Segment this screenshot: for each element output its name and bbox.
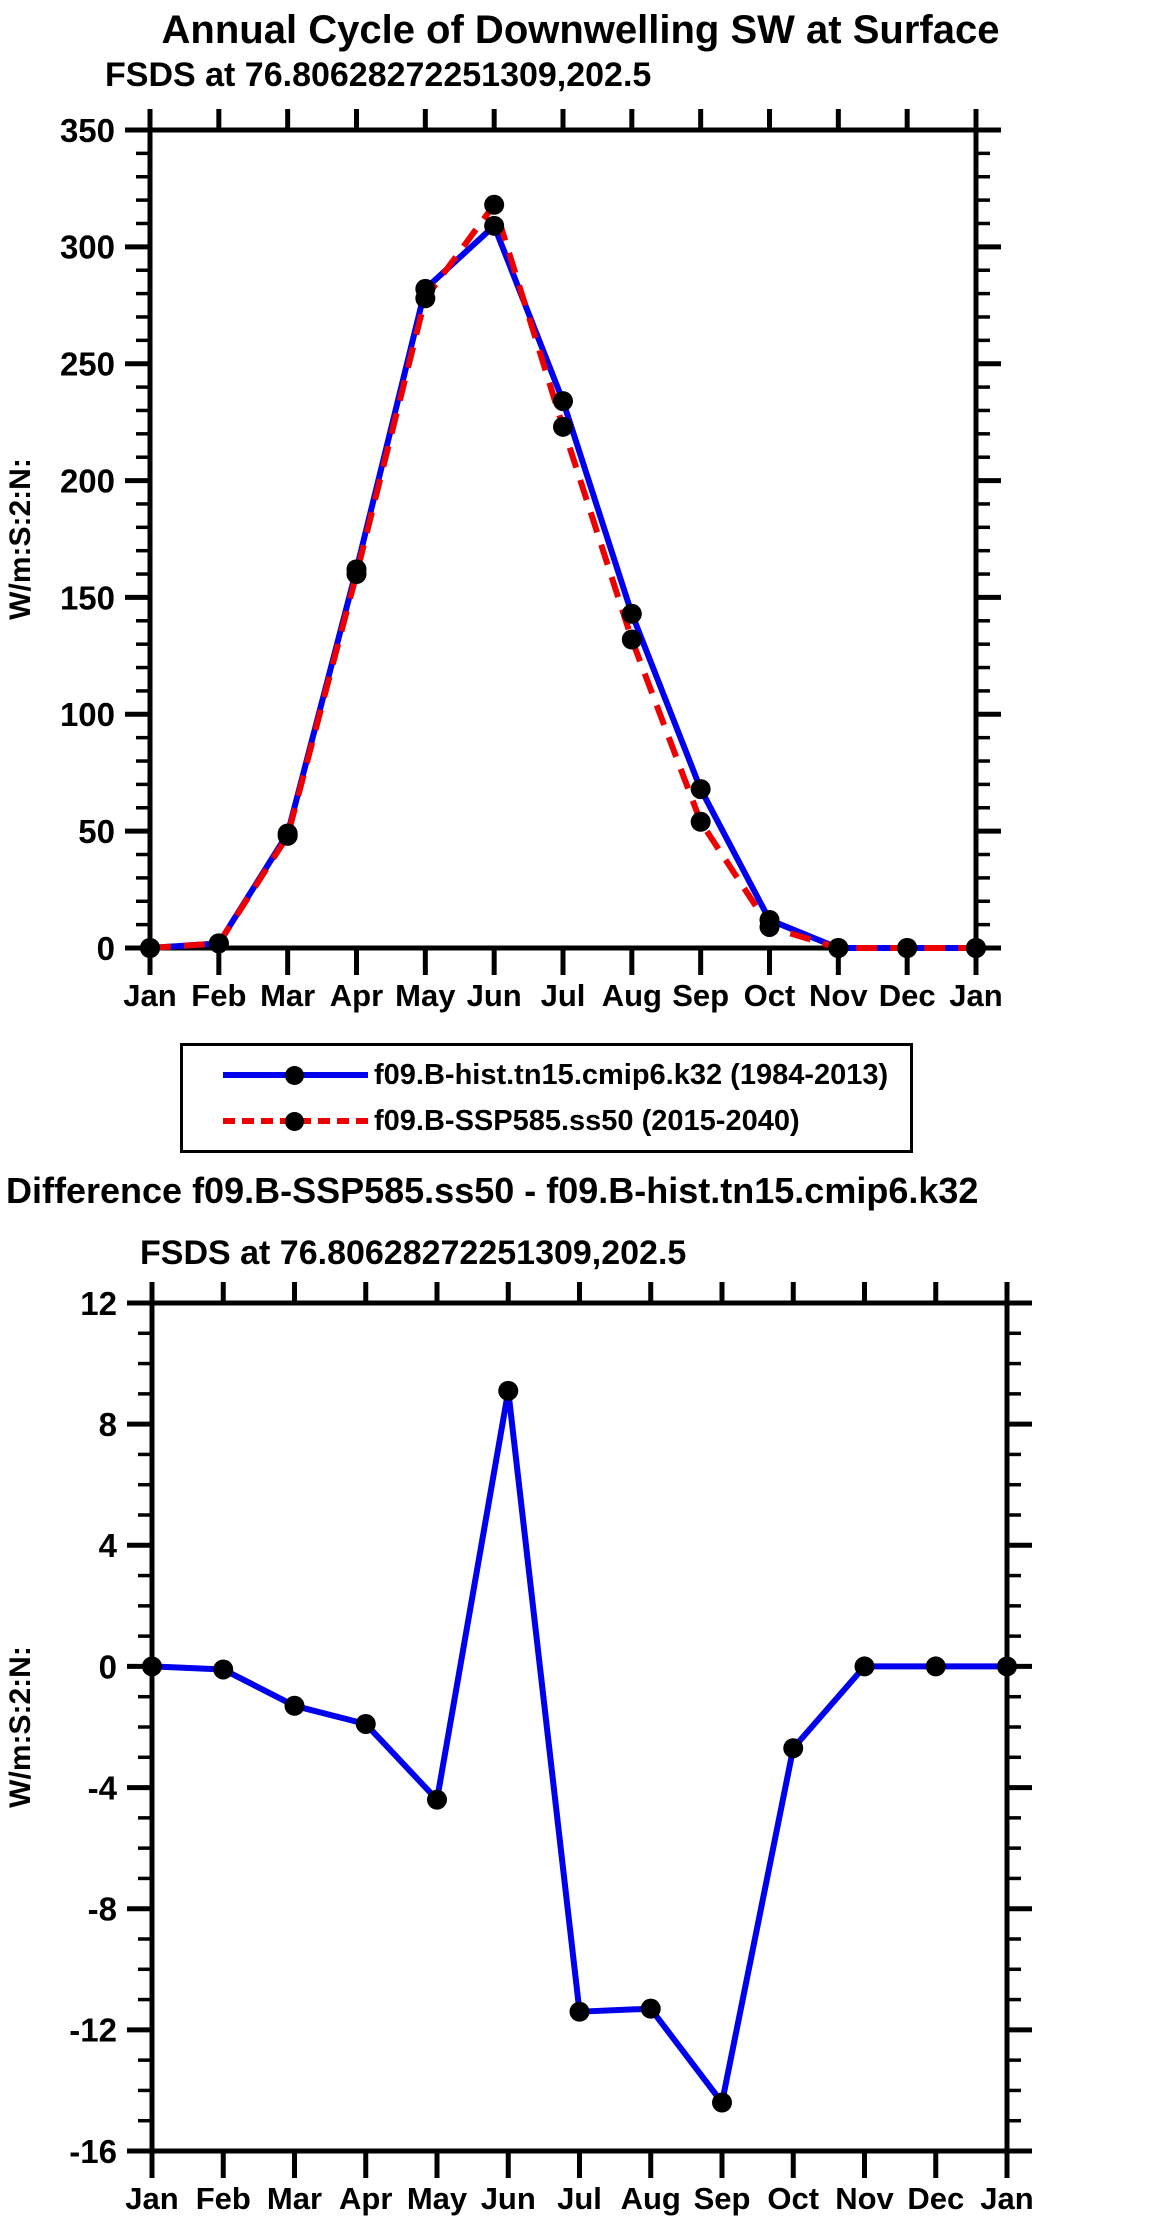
x-tick-label: Jul <box>541 978 586 1013</box>
x-tick-label: Jun <box>481 2181 536 2216</box>
x-tick-label: Jan <box>980 2181 1033 2216</box>
data-point-marker <box>355 1713 376 1734</box>
data-point-marker <box>142 1656 162 1677</box>
x-tick-label: Jul <box>557 2181 602 2216</box>
y-tick-label: 0 <box>97 930 115 967</box>
data-point-marker <box>277 825 298 846</box>
legend-sample-hist <box>223 1065 368 1085</box>
y-tick-label: 50 <box>78 813 115 850</box>
y-tick-label: -12 <box>69 2012 117 2049</box>
x-tick-label: May <box>395 978 456 1013</box>
data-point-marker <box>640 1998 661 2019</box>
x-tick-label: Dec <box>907 2181 964 2216</box>
y-axis-title: W/m:S:2:N: <box>4 458 37 620</box>
chart2-title: Difference f09.B-SSP585.ss50 - f09.B-his… <box>6 1170 979 1211</box>
data-point-marker <box>484 215 505 236</box>
x-tick-label: Sep <box>672 978 729 1013</box>
data-point-marker <box>553 391 573 412</box>
data-point-marker <box>897 938 918 958</box>
data-point-marker <box>621 629 642 650</box>
data-point-marker <box>284 1695 305 1716</box>
x-tick-label: Mar <box>267 2181 322 2216</box>
x-tick-label: Apr <box>330 978 383 1013</box>
y-tick-label: 12 <box>80 1285 117 1322</box>
legend-label-hist: f09.B-hist.tn15.cmip6.k32 (1984-2013) <box>374 1058 889 1091</box>
y-tick-label: -16 <box>69 2133 117 2170</box>
legend-label-ssp: f09.B-SSP585.ss50 (2015-2040) <box>374 1104 800 1137</box>
data-point-marker <box>783 1738 804 1759</box>
legend-marker-dot-icon <box>285 1066 304 1085</box>
legend-marker-dot-icon <box>285 1112 304 1131</box>
data-point-marker <box>213 1659 234 1680</box>
data-point-marker <box>484 194 505 215</box>
x-tick-label: Nov <box>835 2181 894 2216</box>
y-axis-title: W/m:S:2:N: <box>4 1646 37 1808</box>
data-point-marker <box>569 2001 590 2022</box>
data-point-marker <box>690 811 711 832</box>
data-point-marker <box>140 938 160 958</box>
data-point-marker <box>690 779 711 800</box>
chart1-title: Annual Cycle of Downwelling SW at Surfac… <box>161 8 1000 52</box>
x-tick-label: Nov <box>809 978 868 1013</box>
data-point-marker <box>712 2092 732 2113</box>
series-line <box>151 1387 1007 2106</box>
series-line <box>149 222 976 951</box>
x-tick-label: Sep <box>694 2181 751 2216</box>
x-tick-label: Jan <box>125 2181 178 2216</box>
legend: f09.B-hist.tn15.cmip6.k32 (1984-2013) f0… <box>180 1043 913 1153</box>
data-point-marker <box>925 1656 946 1677</box>
y-tick-label: -4 <box>88 1769 118 1806</box>
legend-entry-hist: f09.B-hist.tn15.cmip6.k32 (1984-2013) <box>183 1052 910 1098</box>
y-tick-label: 250 <box>60 346 115 383</box>
x-tick-label: Feb <box>196 2181 251 2216</box>
data-point-marker <box>553 416 573 437</box>
chart1-subtitle: FSDS at 76.80628272251309,202.5 <box>105 56 652 94</box>
data-point-marker <box>415 288 436 309</box>
data-point-marker <box>997 1656 1017 1677</box>
y-tick-label: 100 <box>60 696 115 733</box>
x-tick-label: Mar <box>260 978 315 1013</box>
data-point-marker <box>828 938 849 958</box>
x-tick-label: Aug <box>602 978 662 1013</box>
x-tick-label: Aug <box>621 2181 681 2216</box>
data-point-marker <box>854 1656 875 1677</box>
y-tick-label: 300 <box>60 229 115 266</box>
series-line <box>149 201 976 951</box>
y-tick-label: -8 <box>88 1891 117 1928</box>
x-tick-label: Feb <box>191 978 246 1013</box>
data-point-marker <box>427 1789 447 1810</box>
plot-frame <box>147 127 979 951</box>
x-tick-label: Jun <box>467 978 522 1013</box>
y-tick-label: 4 <box>99 1527 118 1564</box>
data-point-marker <box>759 916 780 937</box>
y-tick-label: 0 <box>99 1648 117 1685</box>
data-point-marker <box>208 933 229 954</box>
data-point-marker <box>498 1380 519 1401</box>
x-tick-label: Apr <box>339 2181 392 2216</box>
x-tick-label: Dec <box>879 978 936 1013</box>
y-tick-label: 8 <box>99 1406 117 1443</box>
x-tick-label: May <box>407 2181 468 2216</box>
plot-frame <box>149 1300 1010 2154</box>
y-tick-label: 150 <box>60 579 115 616</box>
y-tick-label: 200 <box>60 462 115 499</box>
y-tick-label: 350 <box>60 112 115 149</box>
data-point-marker <box>346 564 367 585</box>
x-tick-label: Oct <box>767 2181 819 2216</box>
x-tick-label: Jan <box>123 978 176 1013</box>
legend-sample-ssp <box>223 1111 368 1131</box>
data-point-marker <box>621 603 642 624</box>
x-tick-label: Oct <box>744 978 796 1013</box>
data-point-marker <box>966 938 986 958</box>
chart2-subtitle: FSDS at 76.80628272251309,202.5 <box>140 1234 687 1272</box>
x-tick-label: Jan <box>949 978 1002 1013</box>
legend-entry-ssp: f09.B-SSP585.ss50 (2015-2040) <box>183 1098 910 1144</box>
